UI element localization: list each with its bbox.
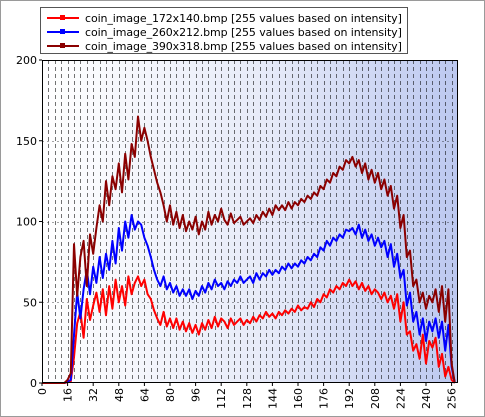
x-tick-label: 240 (420, 388, 433, 409)
x-tick-label: 80 (164, 388, 177, 402)
chart-legend: coin_image_172x140.bmp [255 values based… (40, 7, 408, 54)
x-tick-label: 160 (292, 388, 305, 409)
y-tick-label: 50 (23, 296, 37, 309)
legend-label-series-2: coin_image_260x212.bmp [255 values based… (85, 25, 402, 39)
legend-marker-series-2 (60, 29, 65, 34)
x-tick-label: 32 (87, 388, 100, 402)
x-tick-label: 256 (446, 388, 459, 409)
x-tick-label: 112 (215, 388, 228, 409)
legend-item-series-3: coin_image_390x318.bmp [255 values based… (47, 39, 402, 53)
x-tick-label: 16 (62, 388, 75, 402)
x-tick-label: 224 (394, 388, 407, 409)
horizontal-gridlines (42, 141, 458, 303)
y-tick-label: 100 (16, 216, 37, 229)
series-line-1 (42, 275, 456, 384)
series-line-3 (42, 115, 456, 384)
y-tick-label: 200 (16, 54, 37, 67)
series-layer (42, 115, 456, 384)
legend-swatch-series-1 (47, 11, 79, 25)
legend-label-series-3: coin_image_390x318.bmp [255 values based… (85, 39, 402, 53)
x-tick-label: 128 (241, 388, 254, 409)
legend-item-series-2: coin_image_260x212.bmp [255 values based… (47, 25, 402, 39)
x-tick-label: 48 (113, 388, 126, 402)
legend-swatch-series-2 (47, 25, 79, 39)
x-tick-label: 208 (369, 388, 382, 409)
legend-swatch-series-3 (47, 39, 79, 53)
x-tick-label: 96 (190, 388, 203, 402)
legend-item-series-1: coin_image_172x140.bmp [255 values based… (47, 11, 402, 25)
x-tick-label: 0 (36, 388, 49, 395)
plot-area (42, 60, 458, 383)
y-tick-label: 150 (16, 135, 37, 148)
legend-marker-series-3 (60, 43, 65, 48)
x-tick-label: 176 (318, 388, 331, 409)
x-tick-label: 192 (343, 388, 356, 409)
legend-label-series-1: coin_image_172x140.bmp [255 values based… (85, 11, 402, 25)
legend-marker-series-1 (60, 15, 65, 20)
series-line-2 (42, 214, 456, 384)
x-tick-label: 64 (138, 388, 151, 402)
y-axis-ticks: 0 50 100 150 200 (16, 54, 42, 390)
x-axis-ticks: 0 16 32 48 64 80 96 112 128 144 160 176 192 208 224 240… (36, 383, 459, 409)
y-tick-label: 0 (30, 377, 37, 390)
x-tick-label: 144 (266, 388, 279, 409)
plot-border (42, 60, 458, 383)
